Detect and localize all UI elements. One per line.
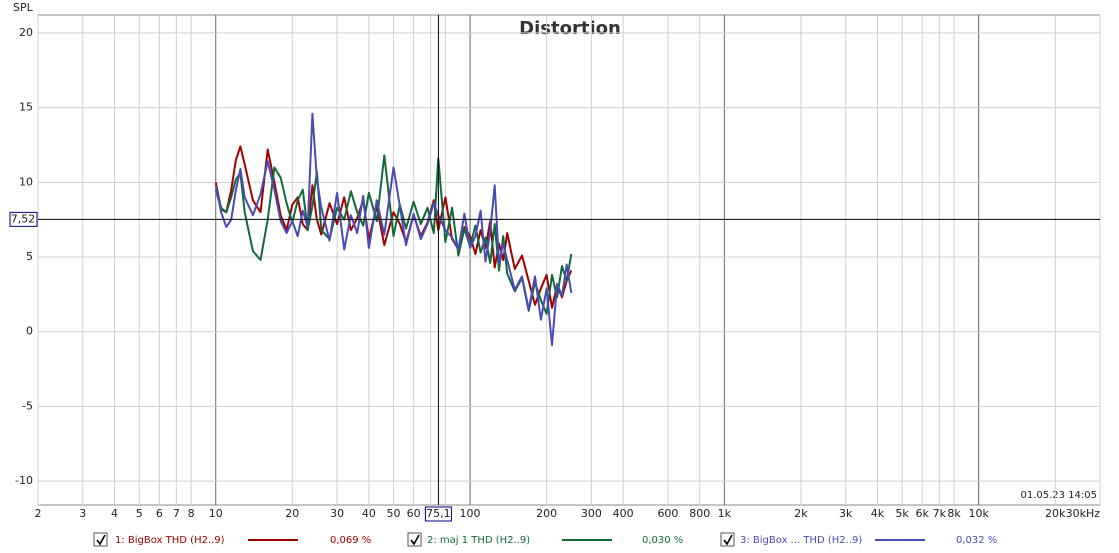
legend-label: 3: BigBox ... THD (H2..9) bbox=[740, 535, 862, 546]
x-tick-label: 5k bbox=[895, 507, 909, 520]
x-tick-label: 8k bbox=[947, 507, 961, 520]
legend-check bbox=[96, 534, 106, 546]
x-tick-label: 60 bbox=[407, 507, 421, 520]
legend-readout: 0,032 % bbox=[956, 535, 997, 546]
x-tick-label: 400 bbox=[613, 507, 634, 520]
x-tick-label: 7 bbox=[173, 507, 180, 520]
x-tick-label: 4 bbox=[111, 507, 118, 520]
y-tick-label: 20 bbox=[19, 26, 33, 39]
y-tick-label: 0 bbox=[26, 325, 33, 338]
x-tick-label: 2k bbox=[794, 507, 808, 520]
x-tick-label: 800 bbox=[689, 507, 710, 520]
x-tick-label: 30kHz bbox=[1066, 507, 1101, 520]
x-tick-label: 300 bbox=[581, 507, 602, 520]
series-line bbox=[214, 145, 573, 309]
x-tick-label: 20 bbox=[285, 507, 299, 520]
x-tick-label: 10k bbox=[968, 507, 989, 520]
y-tick-label: 15 bbox=[19, 101, 33, 114]
chart-title: Distortion bbox=[519, 18, 621, 39]
x-tick-label: 20k bbox=[1045, 507, 1066, 520]
x-tick-label: 10 bbox=[209, 507, 223, 520]
y-tick-label: 10 bbox=[19, 175, 33, 188]
x-tick-label: 50 bbox=[387, 507, 401, 520]
cursor-y-label: 7,52 bbox=[11, 212, 36, 225]
cursor-y-box bbox=[9, 211, 38, 227]
legend-label: 1: BigBox THD (H2..9) bbox=[115, 535, 225, 546]
x-tick-label: 2 bbox=[35, 507, 42, 520]
x-tick-label: 40 bbox=[362, 507, 376, 520]
x-tick-label: 3 bbox=[79, 507, 86, 520]
y-tick-label: -5 bbox=[22, 399, 33, 412]
x-tick-label: 30 bbox=[330, 507, 344, 520]
legend-readout: 0,069 % bbox=[330, 535, 371, 546]
legend-label: 2: maj 1 THD (H2..9) bbox=[427, 535, 530, 546]
x-tick-label: 8 bbox=[188, 507, 195, 520]
x-tick-label: 4k bbox=[871, 507, 885, 520]
cursor-x-label: 75,1 bbox=[426, 507, 451, 520]
x-tick-label: 200 bbox=[536, 507, 557, 520]
x-tick-label: 7k bbox=[933, 507, 947, 520]
legend-check bbox=[723, 534, 733, 546]
x-tick-label: 3k bbox=[839, 507, 853, 520]
timestamp: 01.05.23 14:05 bbox=[1020, 490, 1097, 501]
x-tick-label: 6 bbox=[156, 507, 163, 520]
x-tick-label: 1k bbox=[718, 507, 732, 520]
grid bbox=[37, 15, 1101, 505]
series-line bbox=[214, 112, 573, 347]
x-tick-label: 100 bbox=[460, 507, 481, 520]
x-tick-label: 5 bbox=[136, 507, 143, 520]
x-tick-label: 6k bbox=[916, 507, 930, 520]
y-tick-label: 5 bbox=[26, 250, 33, 263]
y-tick-label: -10 bbox=[15, 474, 33, 487]
legend-readout: 0,030 % bbox=[642, 535, 683, 546]
x-tick-label: 600 bbox=[657, 507, 678, 520]
cursor-x-box bbox=[424, 506, 452, 522]
y-axis-label: SPL bbox=[13, 1, 34, 14]
plot-frame bbox=[37, 14, 1101, 506]
legend-check bbox=[410, 534, 420, 546]
